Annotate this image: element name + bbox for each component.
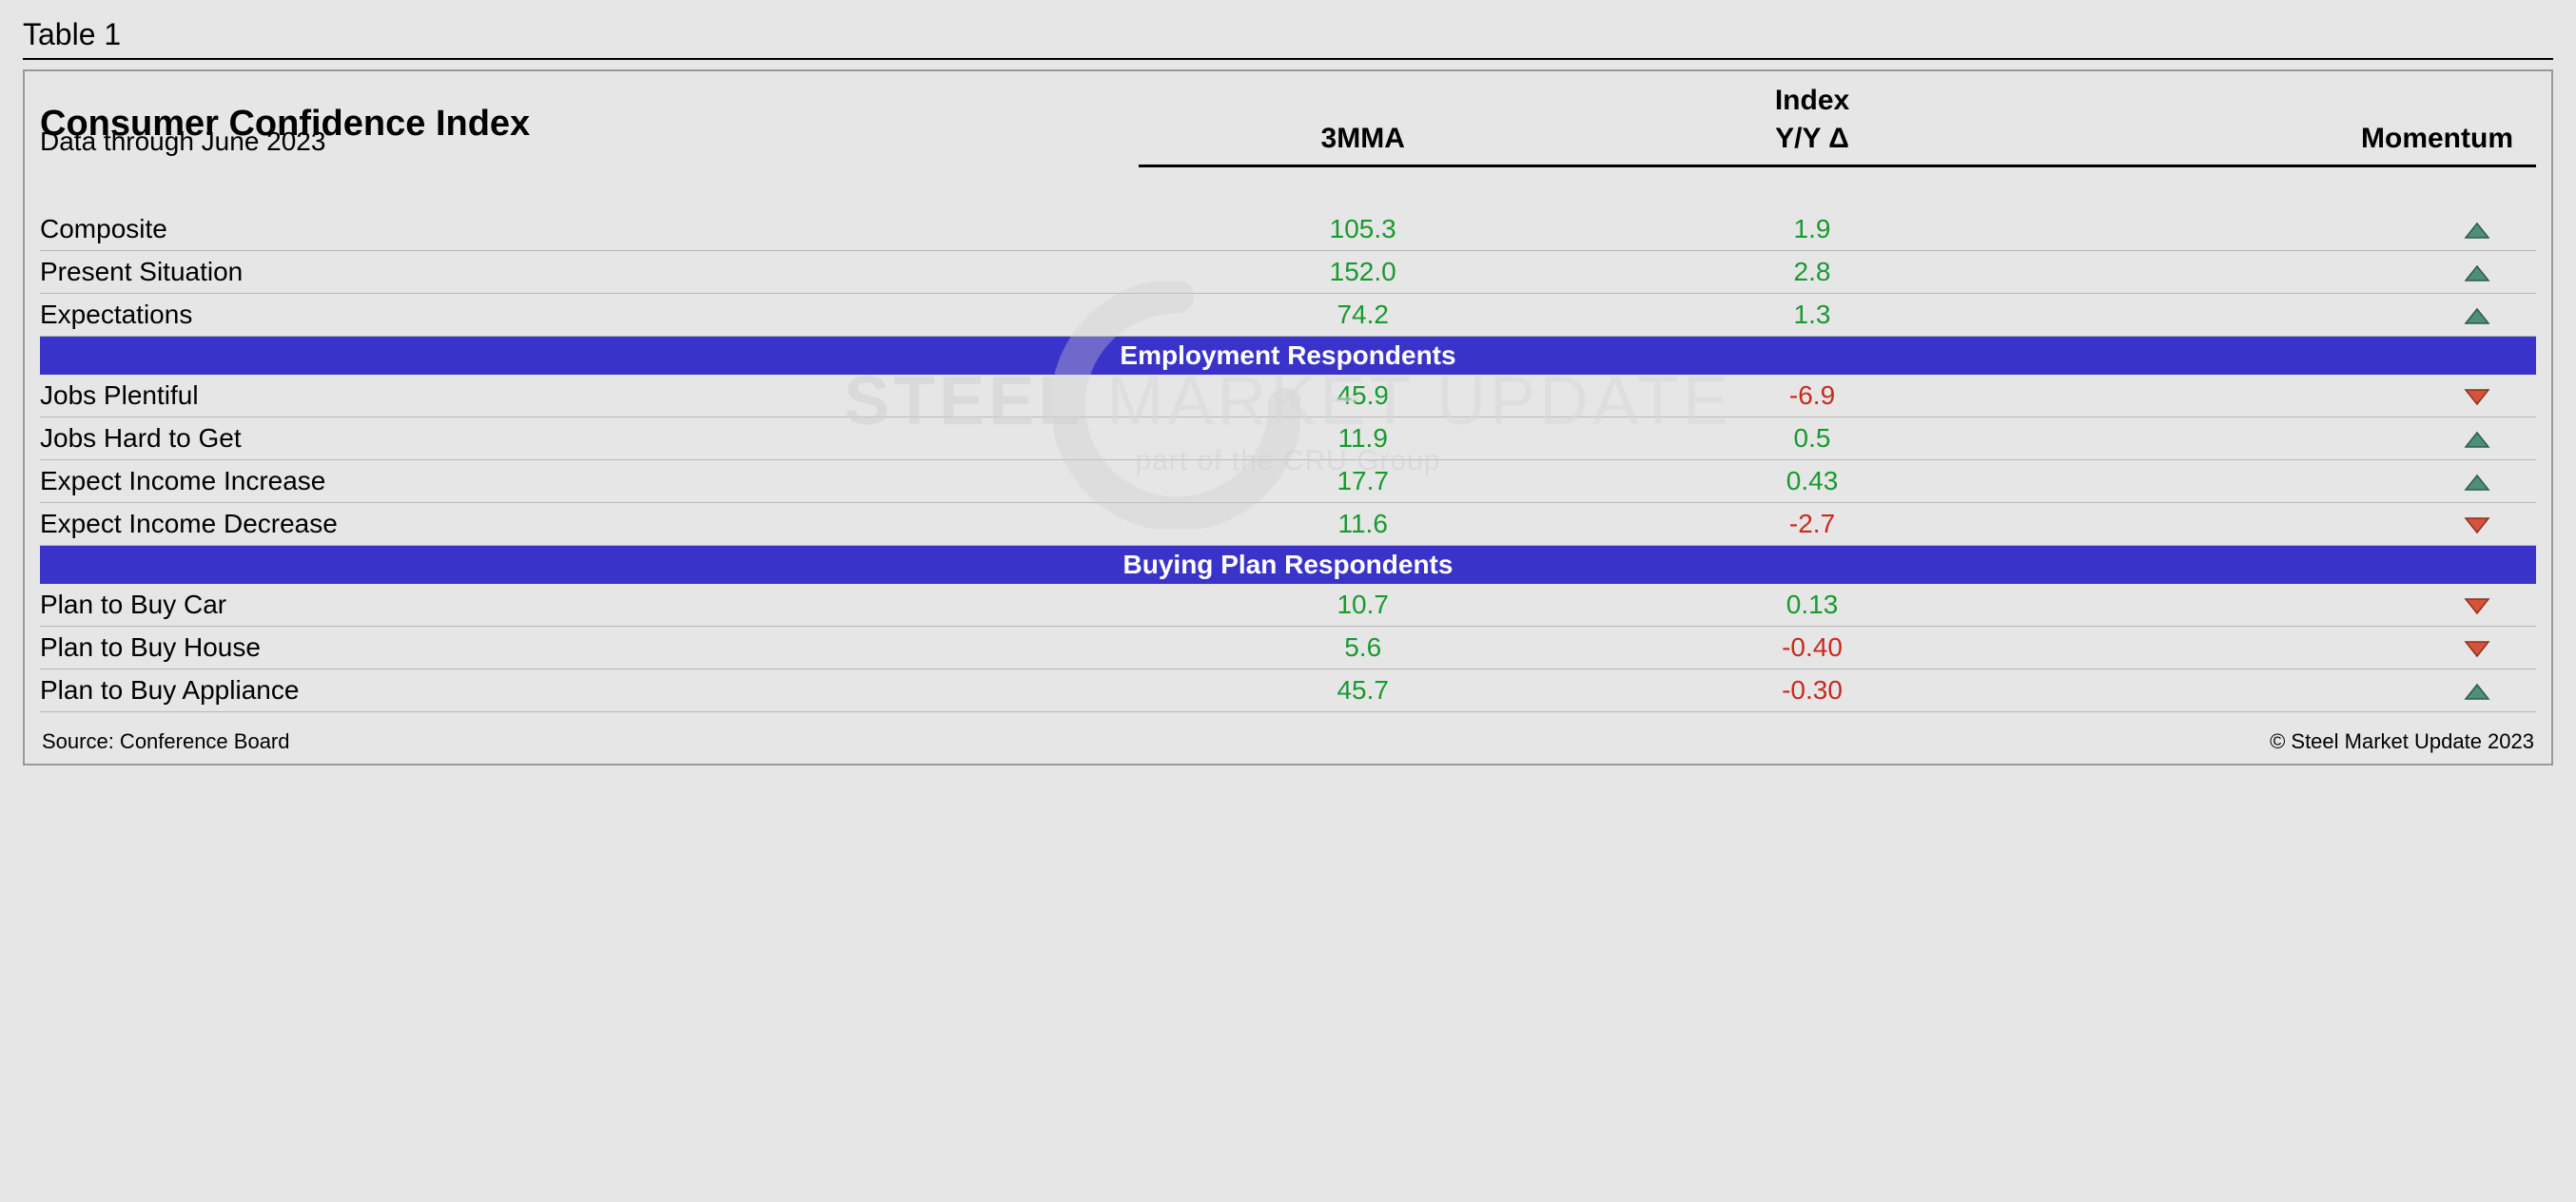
table-row: Present Situation152.02.8 [40,250,2536,293]
row-label: Plan to Buy Appliance [40,669,1139,711]
cell-yy: -0.30 [1588,669,2037,711]
cell-3mma: 11.6 [1139,502,1588,545]
cell-momentum [2037,293,2536,336]
row-label: Plan to Buy House [40,626,1139,669]
cell-3mma: 10.7 [1139,584,1588,627]
cell-momentum [2037,250,2536,293]
table-row: Expectations74.21.3 [40,293,2536,336]
table-row: Expect Income Increase17.70.43 [40,459,2536,502]
row-label: Jobs Hard to Get [40,417,1139,459]
table-row: Composite105.31.9 [40,208,2536,251]
cell-momentum [2037,584,2536,627]
row-label: Jobs Plentiful [40,375,1139,417]
cell-3mma: 11.9 [1139,417,1588,459]
momentum-up-icon [2464,473,2490,492]
momentum-up-icon [2464,430,2490,449]
cell-3mma: 105.3 [1139,208,1588,251]
cell-momentum [2037,626,2536,669]
table-row: Jobs Hard to Get11.90.5 [40,417,2536,459]
table-card: STEEL MARKET UPDATE part of the CRU Grou… [23,69,2553,766]
momentum-down-icon [2464,515,2490,534]
table-row: Jobs Plentiful45.9-6.9 [40,375,2536,417]
cell-3mma: 152.0 [1139,250,1588,293]
cell-momentum [2037,459,2536,502]
cell-yy: 0.43 [1588,459,2037,502]
cell-3mma: 17.7 [1139,459,1588,502]
table-row: Plan to Buy Appliance45.7-0.30 [40,669,2536,711]
momentum-down-icon [2464,596,2490,615]
table-row: Plan to Buy House5.6-0.40 [40,626,2536,669]
cell-momentum [2037,502,2536,545]
momentum-down-icon [2464,639,2490,658]
cell-yy: 2.8 [1588,250,2037,293]
cell-yy: 0.5 [1588,417,2037,459]
row-label: Present Situation [40,250,1139,293]
momentum-up-icon [2464,221,2490,240]
cci-table: Consumer Confidence Index Index 3MMA Y/Y… [40,85,2536,712]
cell-yy: -0.40 [1588,626,2037,669]
column-group-header: Index [1588,85,2037,123]
row-label: Composite [40,208,1139,251]
table-row: Expect Income Decrease11.6-2.7 [40,502,2536,545]
table-subtitle: Data through June 2023 [40,125,1139,166]
section-band: Buying Plan Respondents [40,545,2536,584]
cell-3mma: 5.6 [1139,626,1588,669]
cell-3mma: 45.9 [1139,375,1588,417]
cell-3mma: 45.7 [1139,669,1588,711]
cell-yy: 1.3 [1588,293,2037,336]
cell-3mma: 74.2 [1139,293,1588,336]
momentum-down-icon [2464,387,2490,406]
momentum-up-icon [2464,306,2490,325]
table-row: Plan to Buy Car10.70.13 [40,584,2536,627]
cell-yy: 0.13 [1588,584,2037,627]
row-label: Plan to Buy Car [40,584,1139,627]
momentum-up-icon [2464,263,2490,282]
row-label: Expect Income Increase [40,459,1139,502]
cell-yy: 1.9 [1588,208,2037,251]
top-rule [23,58,2553,60]
table-number-label: Table 1 [23,17,2553,52]
cell-momentum [2037,208,2536,251]
momentum-up-icon [2464,682,2490,701]
cell-momentum [2037,375,2536,417]
cell-momentum [2037,669,2536,711]
row-label: Expectations [40,293,1139,336]
table-body: Composite105.31.9Present Situation152.02… [40,208,2536,712]
footer-source: Source: Conference Board [42,729,290,754]
table-footer: Source: Conference Board © Steel Market … [40,712,2536,756]
cell-yy: -6.9 [1588,375,2037,417]
cell-momentum [2037,417,2536,459]
section-band: Employment Respondents [40,336,2536,375]
cell-yy: -2.7 [1588,502,2037,545]
row-label: Expect Income Decrease [40,502,1139,545]
footer-copyright: © Steel Market Update 2023 [2270,729,2534,754]
